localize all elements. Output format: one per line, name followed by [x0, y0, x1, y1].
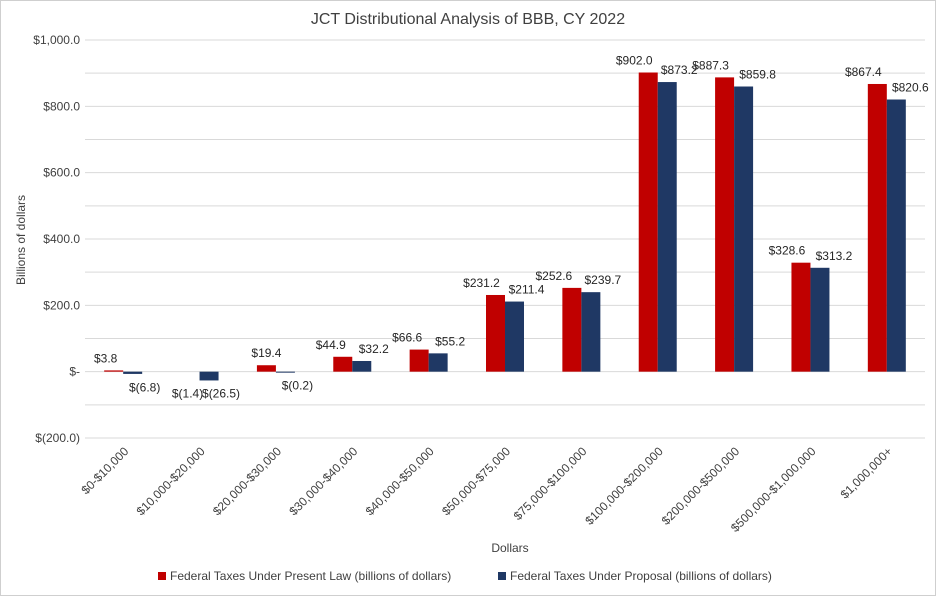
- bars: [104, 72, 906, 381]
- bar-present-law: [791, 262, 811, 372]
- bar-present-law: [867, 83, 887, 372]
- data-label: $211.4: [509, 283, 545, 297]
- x-tick-label: $10,000-$20,000: [134, 444, 208, 518]
- data-label: $55.2: [435, 334, 465, 348]
- data-label: $(6.8): [129, 381, 160, 395]
- data-label: $313.2: [816, 249, 853, 263]
- data-label: $231.2: [463, 276, 500, 290]
- x-axis-title: Dollars: [491, 541, 528, 555]
- chart-title: JCT Distributional Analysis of BBB, CY 2…: [311, 11, 625, 28]
- legend-label: Federal Taxes Under Present Law (billion…: [170, 569, 451, 583]
- y-tick-label: $400.0: [43, 232, 80, 246]
- bar-proposal: [123, 371, 143, 374]
- bar-present-law: [715, 77, 735, 372]
- data-label: $32.2: [359, 342, 389, 356]
- bar-present-law: [256, 365, 276, 372]
- bar-proposal: [352, 360, 372, 372]
- x-tick-label: $75,000-$100,000: [511, 444, 590, 523]
- bar-present-law: [333, 356, 353, 372]
- x-tick-label: $50,000-$75,000: [439, 444, 513, 518]
- bar-present-law: [409, 349, 429, 372]
- x-tick-label: $1,000,000+: [838, 444, 895, 501]
- bar-present-law: [486, 294, 505, 372]
- bar-present-law: [562, 287, 582, 372]
- data-label: $252.6: [536, 269, 573, 283]
- y-tick-label: $600.0: [43, 166, 80, 180]
- y-tick-label: $1,000.0: [33, 33, 80, 47]
- x-tick-label: $500,000-$1,000,000: [728, 444, 819, 535]
- bar-proposal: [275, 371, 295, 373]
- y-tick-label: $800.0: [43, 99, 80, 113]
- bar-proposal: [199, 371, 219, 381]
- legend-swatch: [158, 572, 166, 580]
- x-axis-ticks: $0-$10,000 $10,000-$20,000 $20,000-$30,000…: [78, 444, 894, 535]
- bar-proposal: [505, 301, 524, 372]
- data-label: $820.6: [892, 81, 929, 95]
- data-label: $(26.5): [202, 387, 240, 401]
- data-label: $239.7: [585, 273, 622, 287]
- data-label: $3.8: [94, 351, 118, 365]
- bar-present-law: [638, 72, 658, 372]
- data-label: $44.9: [316, 338, 346, 352]
- data-label: $859.8: [739, 67, 776, 81]
- data-labels: $3.8 $19.4 $44.9 $66.6 $231.2 $252.6 $902.0 $88…: [94, 54, 929, 401]
- y-tick-label: $-: [69, 365, 80, 379]
- data-label: $328.6: [769, 244, 806, 258]
- x-tick-label: $30,000-$40,000: [286, 444, 360, 518]
- data-label: $19.4: [251, 346, 281, 360]
- x-tick-label: $200,000-$500,000: [659, 444, 743, 528]
- y-tick-label: $(200.0): [35, 431, 80, 445]
- legend: Federal Taxes Under Present Law (billion…: [158, 569, 772, 583]
- legend-swatch: [498, 572, 506, 580]
- data-label: $66.6: [392, 331, 422, 345]
- x-tick-label: $0-$10,000: [78, 444, 131, 497]
- data-label: $902.0: [616, 54, 653, 68]
- data-label: $867.4: [845, 65, 882, 79]
- bar-proposal: [428, 353, 448, 372]
- data-label: $(0.2): [282, 379, 313, 393]
- bar-proposal: [886, 99, 906, 372]
- y-axis-title: Billions of dollars: [14, 195, 28, 285]
- bar-proposal: [657, 82, 677, 372]
- data-label: $887.3: [692, 58, 729, 72]
- x-tick-label: $100,000-$200,000: [582, 444, 666, 528]
- bar-proposal: [734, 86, 754, 372]
- bar-proposal: [810, 267, 830, 372]
- y-axis-ticks: $1,000.0 $800.0 $600.0 $400.0 $200.0 $- $(200.…: [33, 33, 80, 445]
- bar-proposal: [581, 292, 601, 372]
- y-tick-label: $200.0: [43, 298, 80, 312]
- x-tick-label: $20,000-$30,000: [210, 444, 284, 518]
- legend-label: Federal Taxes Under Proposal (billions o…: [510, 569, 772, 583]
- data-label: $873.2: [661, 63, 698, 77]
- gridlines: [85, 39, 925, 439]
- x-tick-label: $40,000-$50,000: [363, 444, 437, 518]
- bar-present-law: [104, 370, 124, 372]
- data-label: $(1.4): [172, 387, 203, 401]
